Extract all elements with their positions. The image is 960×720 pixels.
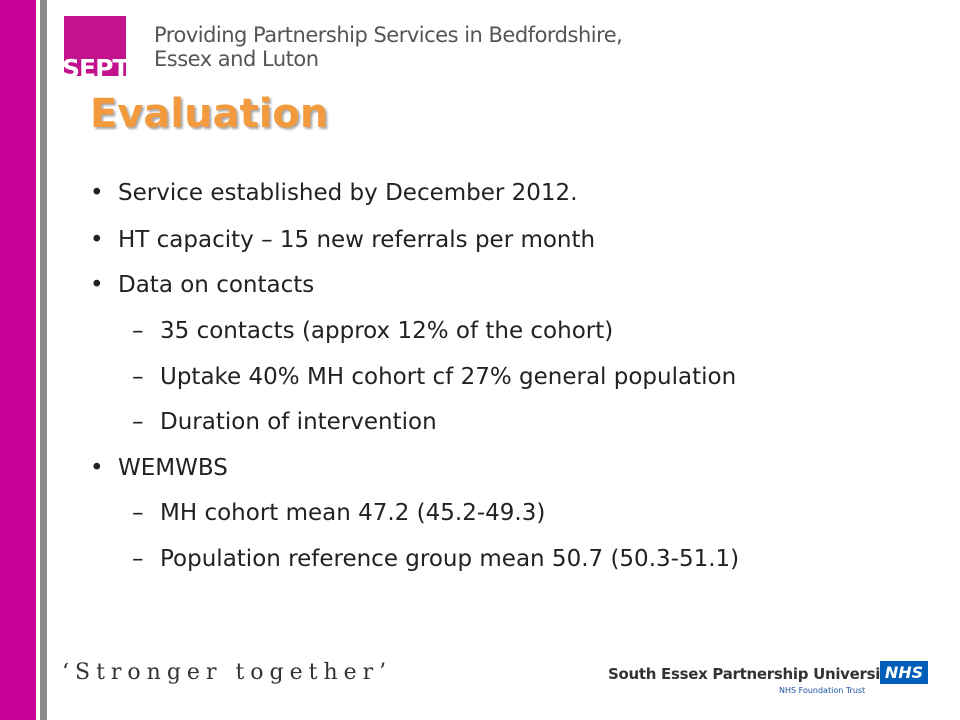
footer-slogan: ‘Stronger together’ xyxy=(62,660,393,685)
bullet-text: HT capacity – 15 new referrals per month xyxy=(118,227,596,253)
sub-bullet-text: Uptake 40% MH cohort cf 27% general popu… xyxy=(160,364,737,390)
sub-bullet-marker: – xyxy=(132,546,144,572)
sub-bullet-text: MH cohort mean 47.2 (45.2-49.3) xyxy=(160,500,546,526)
left-pink-stripe xyxy=(0,0,36,720)
footer-org-name: South Essex Partnership University xyxy=(608,665,897,683)
header-tagline: Providing Partnership Services in Bedfor… xyxy=(154,23,623,71)
bullet-marker: • xyxy=(90,455,104,481)
sub-bullet-marker: – xyxy=(132,409,144,435)
slide-title: Evaluation xyxy=(90,91,329,137)
bullet-text: WEMWBS xyxy=(118,455,228,481)
bullet-marker: • xyxy=(90,227,104,253)
sub-bullet-text: Duration of intervention xyxy=(160,409,437,435)
nhs-logo: NHS xyxy=(880,661,928,684)
bullet-text: Data on contacts xyxy=(118,272,315,298)
bullet-marker: • xyxy=(90,272,104,298)
footer-org-subtitle: NHS Foundation Trust xyxy=(779,686,866,695)
sept-logo-text: SEPT xyxy=(62,54,129,83)
left-white-stripe xyxy=(36,0,40,720)
sept-logo-box xyxy=(64,16,126,76)
header-tagline-line1: Providing Partnership Services in Bedfor… xyxy=(154,23,623,47)
sub-bullet-text: Population reference group mean 50.7 (50… xyxy=(160,546,740,572)
bullet-text: Service established by December 2012. xyxy=(118,180,578,206)
sub-bullet-marker: – xyxy=(132,364,144,390)
header-tagline-line2: Essex and Luton xyxy=(154,47,319,71)
left-grey-stripe xyxy=(40,0,47,720)
bullet-marker: • xyxy=(90,180,104,206)
sub-bullet-text: 35 contacts (approx 12% of the cohort) xyxy=(160,318,614,344)
sub-bullet-marker: – xyxy=(132,318,144,344)
sub-bullet-marker: – xyxy=(132,500,144,526)
